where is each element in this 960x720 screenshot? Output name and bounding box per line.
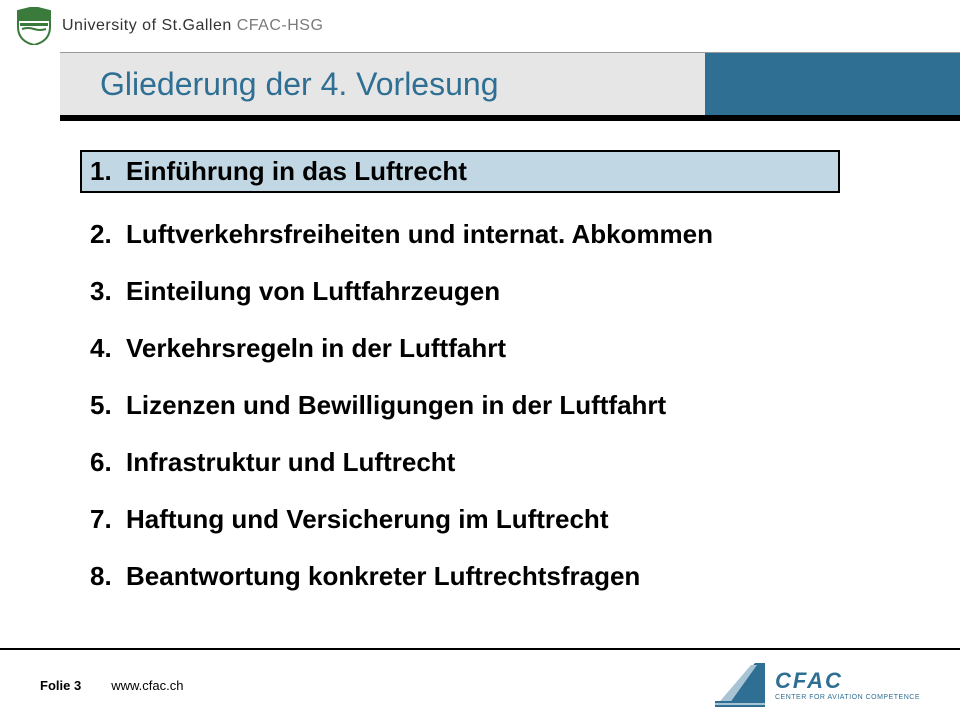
cfac-logo-small: CENTER FOR AVIATION COMPETENCE xyxy=(775,694,920,701)
outline-item: 7.Haftung und Versicherung im Luftrecht xyxy=(90,504,880,535)
slide-number-label: Folie 3 xyxy=(40,678,81,693)
footer: Folie 3 www.cfac.ch CFAC CENTER FOR AVIA… xyxy=(0,648,960,720)
outline-item-number: 2. xyxy=(90,219,122,250)
outline-item: 4.Verkehrsregeln in der Luftfahrt xyxy=(90,333,880,364)
outline-item: 8.Beantwortung konkreter Luftrechtsfrage… xyxy=(90,561,880,592)
outline-item-text: Haftung und Versicherung im Luftrecht xyxy=(122,504,608,535)
cfac-logo: CFAC CENTER FOR AVIATION COMPETENCE xyxy=(715,663,920,707)
footer-url: www.cfac.ch xyxy=(111,678,183,693)
plane-tail-icon xyxy=(715,663,765,707)
shield-icon xyxy=(14,7,54,45)
outline-item-number: 8. xyxy=(90,561,122,592)
outline-item: 6.Infrastruktur und Luftrecht xyxy=(90,447,880,478)
university-logo: University of St.Gallen CFAC-HSG xyxy=(14,7,323,45)
outline-item-number: 3. xyxy=(90,276,122,307)
university-name-text: University of St.Gallen xyxy=(62,17,232,34)
outline-item-text: Lizenzen und Bewilligungen in der Luftfa… xyxy=(122,390,666,421)
outline-item-number: 5. xyxy=(90,390,122,421)
outline-item-text: Einführung in das Luftrecht xyxy=(122,156,467,187)
university-name: University of St.Gallen CFAC-HSG xyxy=(62,17,323,35)
slide-title: Gliederung der 4. Vorlesung xyxy=(60,66,498,103)
title-band: Gliederung der 4. Vorlesung xyxy=(60,52,960,121)
outline-item: 1.Einführung in das Luftrecht xyxy=(80,150,840,193)
outline-item: 2.Luftverkehrsfreiheiten und internat. A… xyxy=(90,219,880,250)
outline-item-text: Verkehrsregeln in der Luftfahrt xyxy=(122,333,506,364)
outline-item-number: 1. xyxy=(90,156,122,187)
slide: University of St.Gallen CFAC-HSG Glieder… xyxy=(0,0,960,720)
cfac-logo-text: CFAC CENTER FOR AVIATION COMPETENCE xyxy=(775,670,920,701)
outline-list: 1.Einführung in das Luftrecht 2.Luftverke… xyxy=(90,150,880,618)
outline-item-text: Einteilung von Luftfahrzeugen xyxy=(122,276,500,307)
footer-inner: Folie 3 www.cfac.ch CFAC CENTER FOR AVIA… xyxy=(0,650,960,720)
outline-item-number: 6. xyxy=(90,447,122,478)
outline-item-text: Beantwortung konkreter Luftrechtsfragen xyxy=(122,561,640,592)
outline-item-text: Luftverkehrsfreiheiten und internat. Abk… xyxy=(122,219,713,250)
cfac-logo-big: CFAC xyxy=(775,670,920,692)
outline-item-text: Infrastruktur und Luftrecht xyxy=(122,447,455,478)
outline-item: 5.Lizenzen und Bewilligungen in der Luft… xyxy=(90,390,880,421)
department-name: CFAC-HSG xyxy=(237,17,324,34)
outline-item-number: 7. xyxy=(90,504,122,535)
outline-item-number: 4. xyxy=(90,333,122,364)
top-header: University of St.Gallen CFAC-HSG xyxy=(0,0,960,52)
outline-item: 3.Einteilung von Luftfahrzeugen xyxy=(90,276,880,307)
title-band-accent xyxy=(705,53,960,115)
footer-left: Folie 3 www.cfac.ch xyxy=(40,678,183,693)
